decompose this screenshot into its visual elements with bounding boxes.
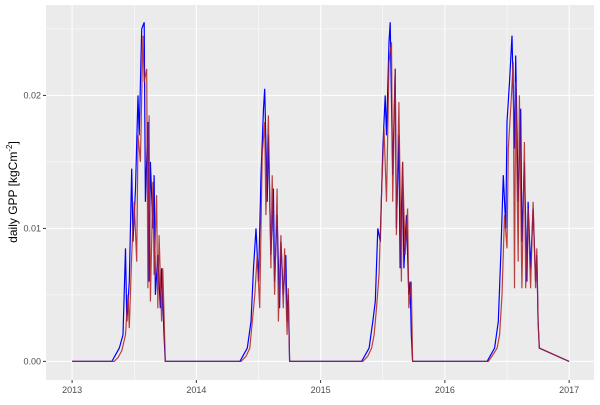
y-axis-label-end: ] [6,141,20,144]
x-tick-label: 2015 [311,385,331,395]
x-tick-label: 2013 [62,385,82,395]
plot-panel [46,5,594,380]
y-tick-label: 0.00 [23,356,41,366]
y-tick-label: 0.02 [23,90,41,100]
axes: 2013 2014 2015 2016 2017 0.00 0.01 0.02 [23,90,579,395]
y-tick-label: 0.01 [23,223,41,233]
x-tick-label: 2016 [435,385,455,395]
x-tick-label: 2017 [559,385,579,395]
y-axis-label: daily GPP [kgCm-2] [5,141,20,243]
y-axis-label-superscript: -2 [5,144,14,152]
y-axis-label-text: daily GPP [kgCm [6,152,20,243]
series-lines [72,22,570,362]
series-line-red [72,35,570,362]
x-tick-label: 2014 [186,385,206,395]
